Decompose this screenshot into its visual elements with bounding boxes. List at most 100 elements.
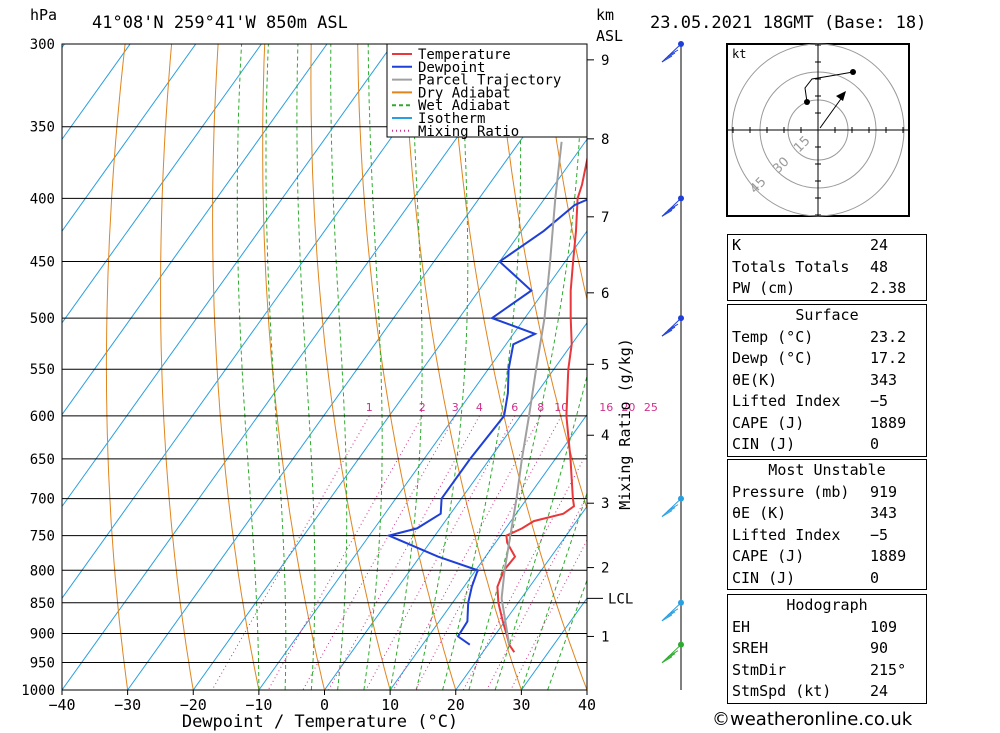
km-tick-label: 7 bbox=[601, 210, 609, 226]
mixing-ratio-label: 25 bbox=[644, 401, 658, 414]
legend-entry: Temperature bbox=[418, 47, 511, 63]
row-label: CIN (J) bbox=[732, 435, 796, 453]
isotherm-line bbox=[455, 505, 587, 690]
row-label: K bbox=[732, 236, 742, 254]
row-label: Totals Totals bbox=[732, 257, 850, 276]
surface-table: Surface Temp (°C) 23.2 Dewp (°C) 17.2 θE(K) 3… bbox=[727, 304, 927, 457]
x-tick-label: 20 bbox=[447, 696, 465, 714]
wind-barb-icon bbox=[661, 498, 682, 518]
row-label: θE(K) bbox=[732, 370, 778, 389]
mixing-ratio-labels: 1 2 3 4 6 8 10 16 20 25 bbox=[366, 401, 658, 414]
pressure-tick-label: 750 bbox=[30, 529, 55, 545]
row-value: −5 bbox=[870, 525, 889, 544]
row-value: 23.2 bbox=[870, 327, 907, 346]
wind-barb-icon bbox=[661, 644, 682, 664]
legend-entry: Isotherm bbox=[418, 111, 485, 127]
pressure-tick-label: 600 bbox=[30, 409, 55, 425]
copyright: ©weatheronline.co.uk bbox=[712, 709, 913, 730]
dry-adiabat-line bbox=[357, 44, 457, 690]
mixing-ratio-line bbox=[328, 415, 480, 690]
temperature-axis: −40 −30 −20 −10 0 10 20 30 40 bbox=[48, 690, 596, 714]
legend-entry: Dewpoint bbox=[418, 60, 485, 76]
lcl-label: LCL bbox=[608, 591, 633, 607]
hodograph-unit: kt bbox=[732, 47, 746, 61]
wet-adiabat-line bbox=[389, 44, 423, 690]
row-value: 343 bbox=[870, 504, 898, 522]
mixing-ratio-label: 1 bbox=[366, 401, 373, 414]
row-value: 24 bbox=[870, 682, 889, 700]
isotherm-line bbox=[62, 44, 328, 416]
wet-adiabat-line bbox=[363, 44, 383, 690]
table-row: Lifted Index −5 bbox=[728, 525, 926, 547]
pressure-tick-label: 700 bbox=[30, 492, 55, 508]
row-label: EH bbox=[732, 617, 751, 636]
mixing-ratio-label: 2 bbox=[419, 401, 426, 414]
most-unstable-table: Most Unstable Pressure (mb) 919 θE (K) 343 L… bbox=[727, 459, 927, 590]
wind-barb-icon bbox=[661, 602, 682, 622]
height-axis: 1 2 3 4 5 6 7 8 9 LCL bbox=[587, 53, 633, 645]
km-tick-label: 3 bbox=[601, 496, 609, 512]
dry-adiabat-line bbox=[543, 44, 587, 302]
mixing-ratio-label: 6 bbox=[511, 401, 518, 414]
km-tick-label: 1 bbox=[601, 629, 609, 645]
row-value: 215° bbox=[870, 660, 907, 679]
table-row: EH 109 bbox=[728, 617, 926, 639]
hodograph-point bbox=[804, 99, 810, 105]
row-value: 1889 bbox=[870, 413, 907, 432]
x-tick-label: −10 bbox=[245, 696, 272, 714]
wind-barbs bbox=[661, 41, 684, 690]
row-label: PW (cm) bbox=[732, 279, 796, 297]
pressure-tick-label: 550 bbox=[30, 362, 55, 378]
row-value: 109 bbox=[870, 617, 898, 636]
table-row: CIN (J) 0 bbox=[728, 434, 926, 456]
table-row: CAPE (J) 1889 bbox=[728, 546, 926, 568]
dry-adiabat-line bbox=[212, 44, 260, 690]
row-value: 48 bbox=[870, 257, 889, 276]
x-tick-label: −40 bbox=[48, 696, 75, 714]
row-value: 2.38 bbox=[870, 279, 907, 297]
table-row: StmSpd (kt) 24 bbox=[728, 681, 926, 703]
table-row: PW (cm) 2.38 bbox=[728, 278, 926, 300]
isotherm-line bbox=[62, 44, 197, 232]
wind-barb-icon bbox=[661, 197, 682, 217]
legend-entry: Wet Adiabat bbox=[418, 98, 511, 114]
pressure-tick-label: 950 bbox=[30, 656, 55, 672]
table-row: K 24 bbox=[728, 235, 926, 257]
pressure-tick-label: 1000 bbox=[21, 683, 55, 699]
row-value: −5 bbox=[870, 392, 889, 410]
hodograph-table-title: Hodograph bbox=[786, 596, 868, 614]
km-tick-label: 2 bbox=[601, 561, 609, 577]
asl-label: ASL bbox=[596, 27, 623, 45]
pressure-tick-label: 300 bbox=[30, 37, 55, 53]
location-title: 41°08'N 259°41'W 850m ASL bbox=[92, 13, 348, 33]
profile-temperature bbox=[496, 152, 587, 653]
x-axis-label: Dewpoint / Temperature (°C) bbox=[182, 712, 458, 732]
isotherm-line bbox=[192, 138, 587, 690]
dry-adiabat-line bbox=[262, 44, 325, 690]
row-value: 343 bbox=[870, 370, 898, 389]
dry-adiabat-line bbox=[105, 44, 129, 690]
row-value: 17.2 bbox=[870, 349, 907, 367]
wet-adiabat-line bbox=[547, 578, 587, 690]
wind-barb-icon bbox=[661, 317, 682, 337]
storm-motion-arrowhead bbox=[836, 91, 846, 101]
dry-adiabat-line bbox=[160, 44, 194, 690]
wet-adiabat-line bbox=[520, 491, 587, 690]
mixing-ratio-label: 10 bbox=[554, 401, 568, 414]
x-tick-label: −30 bbox=[114, 696, 141, 714]
row-value: 1889 bbox=[870, 547, 907, 565]
row-label: Lifted Index bbox=[732, 392, 841, 410]
wet-adiabat-line bbox=[265, 44, 287, 690]
mixing-ratio-label: 20 bbox=[621, 401, 635, 414]
mixing-ratio-line bbox=[393, 415, 542, 690]
x-tick-label: 10 bbox=[381, 696, 399, 714]
table-row: Dewp (°C) 17.2 bbox=[728, 348, 926, 370]
row-label: Temp (°C) bbox=[732, 327, 814, 346]
table-row: Pressure (mb) 919 bbox=[728, 482, 926, 504]
table-row: Lifted Index −5 bbox=[728, 391, 926, 413]
datetime-label: 23.05.2021 18GMT (Base: 18) bbox=[650, 13, 926, 33]
legend-box bbox=[386, 43, 588, 138]
